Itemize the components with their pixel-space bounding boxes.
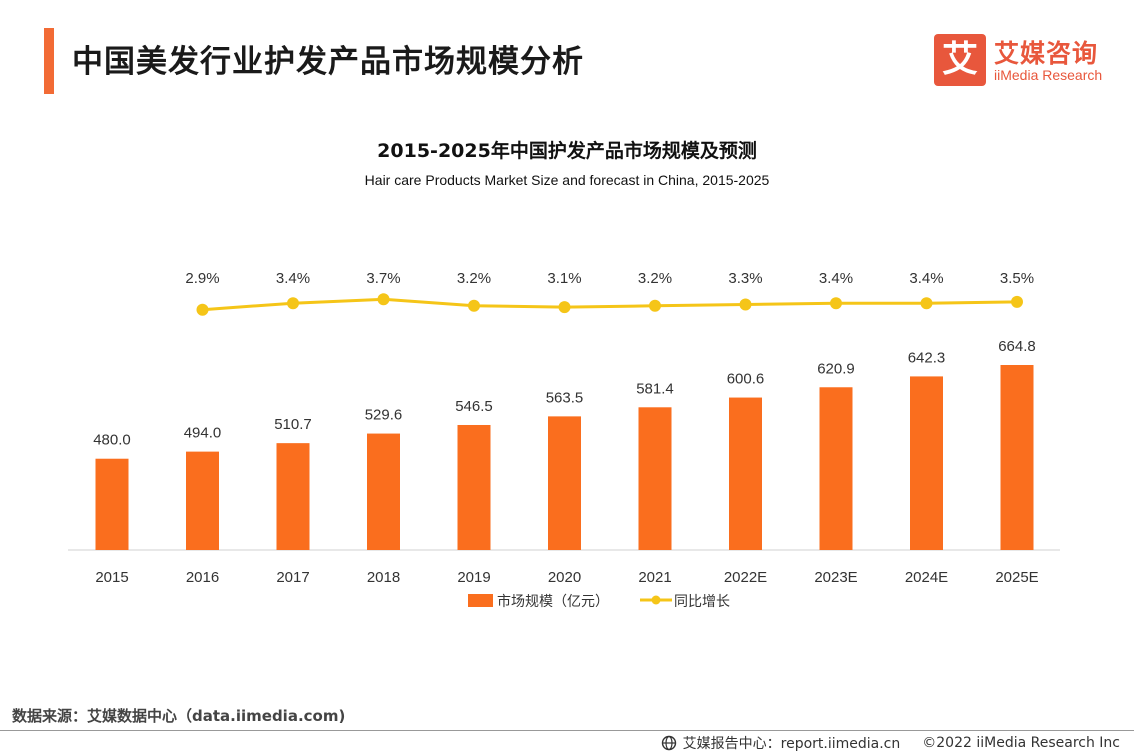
bar-2024E (910, 376, 943, 550)
growth-point-2024E (920, 297, 933, 310)
growth-point-2019 (468, 299, 480, 312)
x-tick-label-2017: 2017 (276, 569, 309, 586)
globe-icon (661, 735, 676, 751)
growth-label-2024E: 3.4% (909, 270, 943, 287)
logo-name-en: iiMedia Research (994, 67, 1103, 83)
x-tick-label-2025E: 2025E (995, 569, 1038, 586)
footer: 艾媒报告中心：report.iimedia.cn ©2022 iiMedia R… (661, 733, 1120, 753)
x-tick-label-2021: 2021 (638, 569, 671, 586)
growth-point-2025E (1011, 295, 1023, 308)
growth-point-2020 (558, 301, 571, 314)
growth-label-2021: 3.2% (638, 270, 672, 287)
logo-name-cn: 艾媒咨询 (994, 39, 1099, 68)
chart-subtitle: Hair care Products Market Size and forec… (364, 172, 770, 188)
growth-point-2017 (287, 297, 299, 310)
growth-point-2018 (377, 293, 390, 306)
bar-2023E (819, 387, 853, 550)
growth-line (202, 297, 1018, 312)
bar-2021 (638, 407, 672, 550)
bar-label-2018: 529.6 (365, 407, 403, 424)
bar-label-2024E: 642.3 (908, 349, 946, 366)
bar-2017 (276, 443, 310, 550)
x-tick-label-2023E: 2023E (814, 569, 857, 586)
growth-label-2020: 3.1% (547, 270, 581, 287)
growth-point-2016 (196, 303, 209, 316)
bar-label-2025E: 664.8 (998, 338, 1036, 355)
x-tick-label-2019: 2019 (457, 569, 490, 586)
x-tick-label-2020: 2020 (548, 569, 581, 586)
logo-mark: 艾 (934, 34, 986, 86)
data-source: 数据来源：艾媒数据中心（data.iimedia.com) (12, 707, 346, 725)
bar-label-2022E: 600.6 (727, 371, 765, 388)
bar-2022E (729, 397, 762, 550)
iimedia-logo[interactable]: 艾 艾媒咨询 iiMedia Research (934, 34, 1124, 88)
growth-point-2023E (830, 297, 842, 310)
growth-point-2022E (739, 298, 752, 311)
market-size-chart: 480.0 2015 494.0 2016 510.7 2017 529.6 2018 546.… (68, 270, 1060, 610)
title-accent-bar (44, 28, 54, 94)
bar-label-2017: 510.7 (274, 416, 312, 433)
bar-label-2020: 563.5 (546, 389, 584, 406)
legend-label-growth: 同比增长 (674, 594, 730, 610)
growth-label-2018: 3.7% (366, 270, 400, 287)
bar-2018 (367, 433, 400, 550)
bar-2025E (1000, 365, 1034, 550)
growth-label-2022E: 3.3% (728, 270, 762, 287)
bar-label-2015: 480.0 (93, 432, 131, 449)
bar-label-2021: 581.4 (636, 380, 674, 397)
bar-label-2016: 494.0 (184, 425, 222, 442)
page-title: 中国美发行业护发产品市场规模分析 (72, 44, 584, 80)
growth-point-2021 (649, 299, 661, 312)
growth-label-2017: 3.4% (276, 270, 310, 287)
chart-title: 2015-2025年中国护发产品市场规模及预测 (377, 140, 757, 162)
growth-label-2023E: 3.4% (819, 270, 853, 287)
bar-2020 (548, 416, 581, 550)
bar-2015 (95, 458, 129, 550)
growth-label-2016: 2.9% (185, 270, 219, 287)
x-tick-label-2022E: 2022E (724, 569, 767, 586)
x-tick-label-2015: 2015 (95, 569, 128, 586)
report-center-link[interactable]: 艾媒报告中心：report.iimedia.cn (682, 736, 901, 752)
bar-2016 (186, 451, 219, 550)
footer-divider (0, 730, 1134, 731)
bar-label-2019: 546.5 (455, 398, 493, 415)
legend-marker-growth (651, 595, 661, 605)
copyright: ©2022 iiMedia Research Inc (922, 735, 1120, 751)
bar-label-2023E: 620.9 (817, 360, 855, 377)
x-tick-label-2024E: 2024E (905, 569, 948, 586)
growth-label-2025E: 3.5% (1000, 270, 1034, 287)
x-tick-label-2016: 2016 (186, 569, 219, 586)
legend-swatch-market-size (468, 594, 493, 607)
bar-2019 (457, 424, 491, 550)
growth-label-2019: 3.2% (457, 270, 491, 287)
x-tick-label-2018: 2018 (367, 569, 400, 586)
legend-label-market-size: 市场规模（亿元） (497, 593, 609, 610)
